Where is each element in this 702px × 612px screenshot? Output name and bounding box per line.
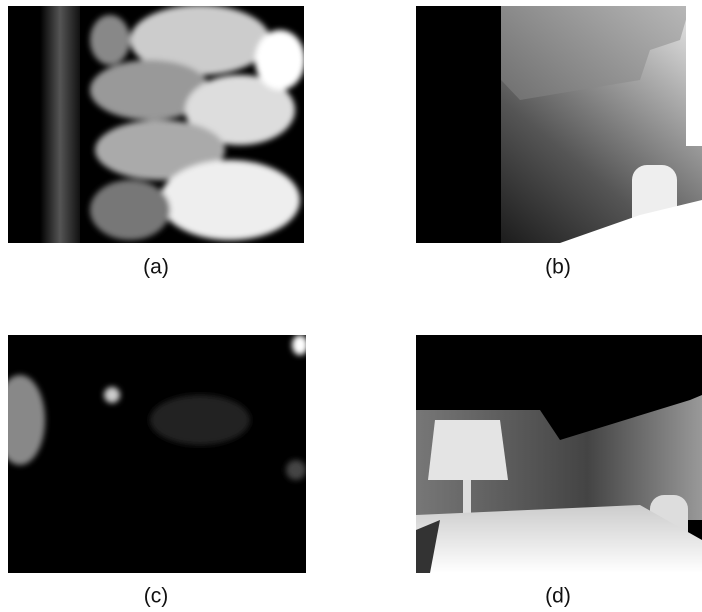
figure: (a) (b) (c) (d) [0, 0, 702, 607]
caption: (c) [144, 585, 169, 607]
image-c [0, 335, 308, 573]
page: (a) (b) (c) (d) (() => { const data = JS… [0, 0, 702, 607]
image-d [416, 335, 702, 573]
image-b [416, 6, 702, 243]
caption: (a) [143, 256, 169, 279]
caption: (b) [545, 256, 571, 279]
image-a [8, 5, 305, 243]
caption: (d) [545, 585, 571, 607]
